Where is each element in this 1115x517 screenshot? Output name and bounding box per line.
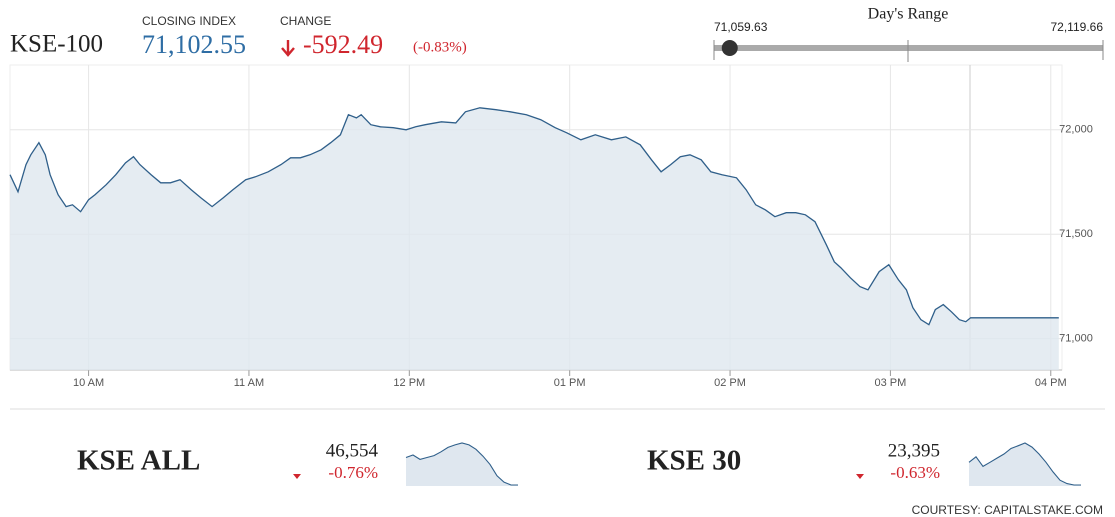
card-change: -0.63% bbox=[890, 463, 940, 482]
index-name: KSE-100 bbox=[10, 31, 103, 58]
card-name: KSE ALL bbox=[77, 445, 200, 477]
y-tick-label: 71,000 bbox=[1059, 333, 1093, 345]
range-low: 71,059.63 bbox=[714, 20, 768, 34]
area bbox=[10, 107, 1059, 371]
change-value: -592.49 bbox=[303, 30, 383, 59]
x-tick-label: 03 PM bbox=[875, 377, 907, 389]
change-label: CHANGE bbox=[280, 14, 331, 28]
closing-value: 71,102.55 bbox=[142, 30, 246, 59]
down-arrow bbox=[281, 40, 295, 57]
y-tick-label: 71,500 bbox=[1059, 228, 1093, 240]
footer: COURTESY: CAPITALSTAKE.COM bbox=[912, 503, 1103, 517]
closing-label: CLOSING INDEX bbox=[142, 14, 236, 28]
x-tick-label: 10 AM bbox=[73, 377, 104, 389]
range-marker bbox=[721, 40, 738, 56]
x-tick-label: 01 PM bbox=[554, 377, 586, 389]
area bbox=[406, 443, 518, 486]
change-percent: (-0.83%) bbox=[413, 39, 467, 55]
line bbox=[9, 107, 1059, 326]
down-icon bbox=[293, 474, 301, 479]
down-icon bbox=[856, 474, 864, 479]
line bbox=[968, 442, 1081, 486]
x-tick-label: 12 PM bbox=[393, 377, 425, 389]
x-tick-label: 02 PM bbox=[714, 377, 746, 389]
card-name: KSE 30 bbox=[647, 445, 741, 477]
range-high: 72,119.66 bbox=[1051, 20, 1104, 34]
x-tick-label: 04 PM bbox=[1035, 377, 1067, 389]
x-tick-label: 11 AM bbox=[234, 377, 264, 389]
card-value: 46,554 bbox=[326, 440, 379, 461]
y-tick-label: 72,000 bbox=[1059, 124, 1093, 136]
card-change: -0.76% bbox=[328, 463, 378, 482]
range-title: Day's Range bbox=[868, 6, 949, 23]
card-value: 23,395 bbox=[888, 440, 940, 461]
line bbox=[405, 442, 518, 486]
area bbox=[969, 443, 1081, 486]
